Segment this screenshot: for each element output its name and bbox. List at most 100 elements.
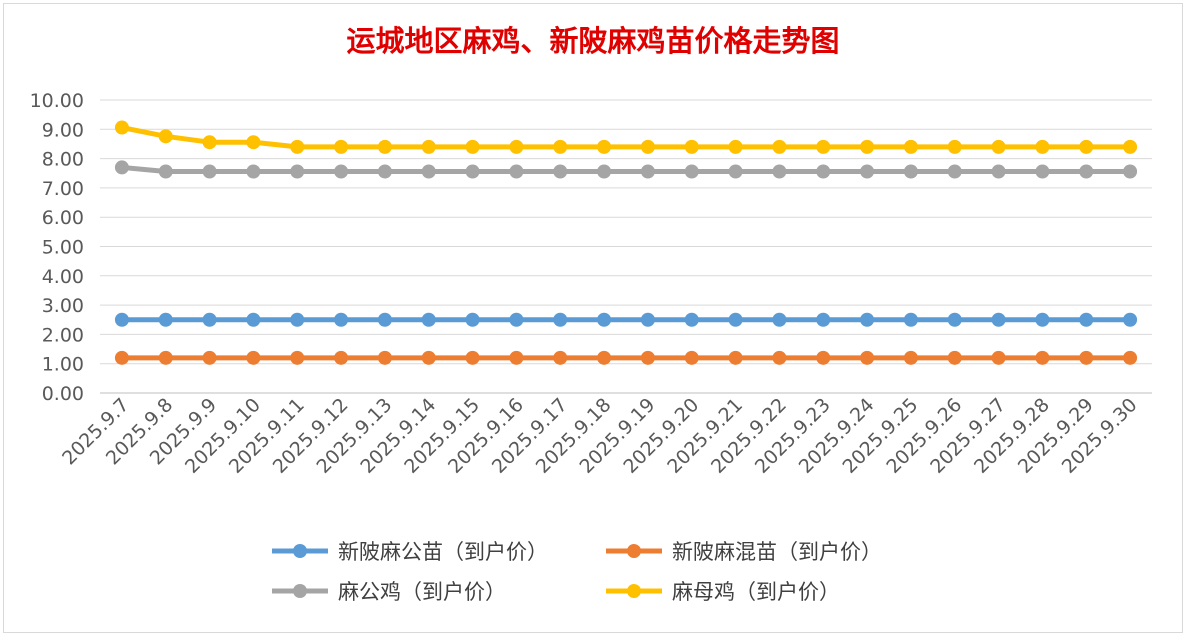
data-point <box>860 139 875 154</box>
data-point <box>816 164 831 179</box>
data-point <box>465 312 480 327</box>
y-tick-label: 6.00 <box>42 207 84 229</box>
data-point <box>640 139 655 154</box>
data-point <box>377 139 392 154</box>
data-point <box>509 350 524 365</box>
data-point <box>465 139 480 154</box>
data-point <box>903 139 918 154</box>
y-tick-label: 3.00 <box>42 295 84 317</box>
data-point <box>334 164 349 179</box>
data-point <box>421 312 436 327</box>
y-tick-label: 1.00 <box>42 354 84 376</box>
data-point <box>640 350 655 365</box>
legend-swatch-marker <box>293 544 307 558</box>
data-point <box>1123 139 1138 154</box>
data-point <box>597 350 612 365</box>
data-point <box>1035 139 1050 154</box>
data-point <box>290 312 305 327</box>
data-point <box>640 312 655 327</box>
data-point <box>158 164 173 179</box>
y-axis-ticks: 0.00 1.00 2.00 3.00 4.00 5.00 6.00 7.00 8.00 9.00… <box>30 90 84 405</box>
data-point <box>377 312 392 327</box>
data-point <box>1035 350 1050 365</box>
data-point <box>290 350 305 365</box>
data-point <box>684 164 699 179</box>
data-point <box>728 164 743 179</box>
legend-swatch-marker <box>293 584 307 598</box>
data-point <box>334 139 349 154</box>
data-point <box>202 164 217 179</box>
data-point <box>991 312 1006 327</box>
data-point <box>114 120 129 135</box>
y-tick-label: 5.00 <box>42 237 84 259</box>
data-point <box>1079 164 1094 179</box>
data-point <box>421 350 436 365</box>
data-point <box>947 139 962 154</box>
data-point <box>334 312 349 327</box>
data-point <box>421 139 436 154</box>
data-point <box>903 312 918 327</box>
data-point <box>246 350 261 365</box>
gridlines <box>100 99 1152 394</box>
legend-label: 新陂麻公苗（到户价） <box>338 540 548 564</box>
data-point <box>421 164 436 179</box>
data-point <box>465 350 480 365</box>
data-point <box>553 164 568 179</box>
series-2 <box>114 350 1138 365</box>
data-point <box>114 312 129 327</box>
data-point <box>816 350 831 365</box>
data-point <box>816 312 831 327</box>
y-tick-label: 9.00 <box>42 119 84 141</box>
series-3 <box>114 160 1138 179</box>
data-point <box>202 350 217 365</box>
data-point <box>772 350 787 365</box>
y-tick-label: 0.00 <box>42 383 84 405</box>
data-point <box>860 164 875 179</box>
data-point <box>860 312 875 327</box>
data-point <box>597 164 612 179</box>
data-point <box>553 350 568 365</box>
data-point <box>597 312 612 327</box>
y-tick-label: 4.00 <box>42 266 84 288</box>
x-axis-ticks: 2025.9.72025.9.82025.9.92025.9.102025.9.… <box>58 394 1142 478</box>
legend-item: 新陂麻公苗（到户价） <box>272 540 548 564</box>
y-tick-label: 2.00 <box>42 324 84 346</box>
data-point <box>860 350 875 365</box>
legend-item: 麻公鸡（到户价） <box>272 580 506 604</box>
data-point <box>553 312 568 327</box>
data-point <box>114 350 129 365</box>
data-point <box>1079 350 1094 365</box>
data-point <box>772 312 787 327</box>
data-point <box>991 164 1006 179</box>
data-point <box>290 164 305 179</box>
data-point <box>684 139 699 154</box>
data-point <box>377 350 392 365</box>
y-tick-label: 7.00 <box>42 178 84 200</box>
series-1 <box>114 312 1138 327</box>
data-point <box>377 164 392 179</box>
data-point <box>1035 164 1050 179</box>
series-line <box>119 164 1133 174</box>
legend-item: 新陂麻混苗（到户价） <box>606 540 882 564</box>
data-point <box>1123 164 1138 179</box>
data-point <box>684 312 699 327</box>
data-point <box>1079 139 1094 154</box>
data-point <box>728 350 743 365</box>
data-point <box>772 139 787 154</box>
y-tick-label: 10.00 <box>30 90 84 112</box>
data-point <box>947 350 962 365</box>
data-point <box>1079 312 1094 327</box>
data-point <box>509 312 524 327</box>
data-point <box>640 164 655 179</box>
data-point <box>202 135 217 150</box>
data-point <box>684 350 699 365</box>
data-point <box>202 312 217 327</box>
data-point <box>114 160 129 175</box>
data-point <box>509 164 524 179</box>
data-point <box>728 139 743 154</box>
legend: 新陂麻公苗（到户价） 新陂麻混苗（到户价） 麻公鸡（到户价） 麻母鸡（到户价） <box>272 540 882 604</box>
legend-swatch-marker <box>627 584 641 598</box>
data-point <box>158 129 173 144</box>
legend-swatch-marker <box>627 544 641 558</box>
